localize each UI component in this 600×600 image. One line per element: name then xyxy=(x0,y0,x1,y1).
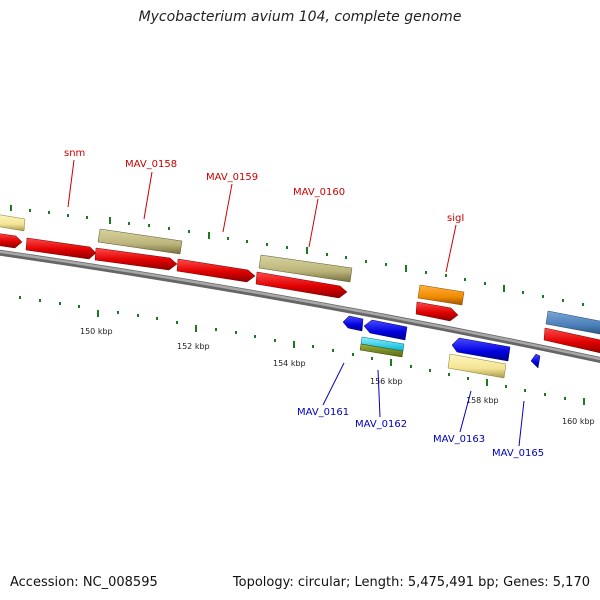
gene-arrow xyxy=(415,301,459,322)
upper-track-genes xyxy=(0,214,600,335)
tick-label-158: 158 kbp xyxy=(466,396,499,405)
map-title: Mycobacterium avium 104, complete genome xyxy=(138,9,462,25)
gene-block xyxy=(359,343,404,358)
gene-arrow-reverse xyxy=(363,319,408,341)
gene-label-mav0163: MAV_0163 xyxy=(433,434,485,445)
forward-genes xyxy=(0,233,600,354)
gene-label-sigi: sigI xyxy=(447,213,464,224)
gene-label-mav0165: MAV_0165 xyxy=(492,448,544,459)
tick-label-152: 152 kbp xyxy=(177,342,210,351)
accession-text: Accession: NC_008595 xyxy=(10,575,158,590)
gene-arrow xyxy=(176,258,256,283)
tick-label-156: 156 kbp xyxy=(370,377,403,386)
gene-label-snm: snm xyxy=(64,148,85,159)
gene-label-mav0160: MAV_0160 xyxy=(293,187,345,198)
gene-label-mav0162: MAV_0162 xyxy=(355,419,407,430)
gene-block xyxy=(97,228,183,255)
tick-label-150: 150 kbp xyxy=(80,327,113,336)
gene-arrow-reverse xyxy=(451,337,511,362)
gene-arrow xyxy=(25,237,97,260)
label-leaders xyxy=(67,159,525,447)
gene-block xyxy=(545,310,600,335)
gene-arrow-reverse xyxy=(342,315,364,332)
gene-block xyxy=(0,214,26,232)
tick-label-154: 154 kbp xyxy=(273,359,306,368)
scale-tick-row xyxy=(19,296,585,405)
gene-arrow xyxy=(543,327,600,354)
gene-label-mav0161: MAV_0161 xyxy=(297,407,349,418)
gene-block xyxy=(417,284,465,306)
gene-arrow xyxy=(94,247,178,271)
gene-arrow xyxy=(255,271,348,299)
gene-arrow-reverse xyxy=(530,353,541,369)
gene-arrow xyxy=(0,233,23,249)
tick-label-160: 160 kbp xyxy=(562,417,595,426)
gene-label-mav0159: MAV_0159 xyxy=(206,172,258,183)
gene-block xyxy=(258,254,353,283)
upper-tick-row xyxy=(10,205,584,306)
reverse-genes xyxy=(342,315,541,379)
gene-label-mav0158: MAV_0158 xyxy=(125,159,177,170)
gene-block xyxy=(447,353,507,379)
topology-text: Topology: circular; Length: 5,475,491 bp… xyxy=(232,575,590,590)
